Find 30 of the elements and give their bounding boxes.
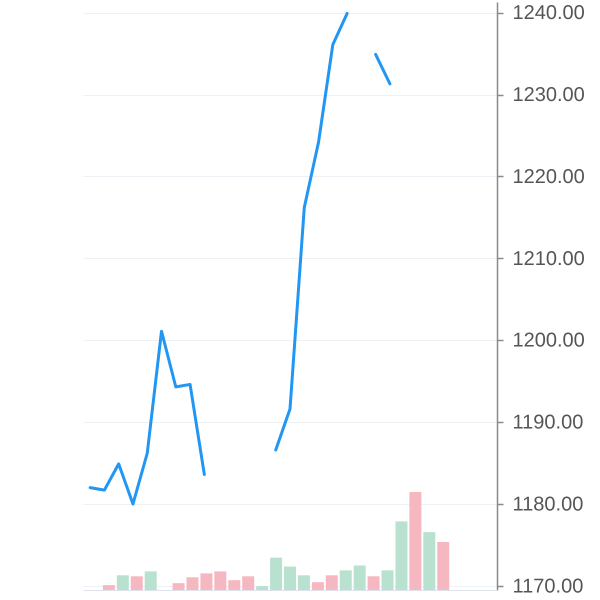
bar — [256, 586, 268, 590]
bar — [144, 571, 157, 590]
bar — [326, 575, 338, 590]
bar — [368, 576, 380, 590]
bar — [214, 571, 226, 590]
y-tick-label: 1170.00 — [512, 575, 584, 598]
y-tick-label: 1180.00 — [512, 494, 584, 516]
y-tick-label: 1190.00 — [512, 412, 584, 434]
bar — [172, 583, 185, 590]
bar — [200, 573, 212, 590]
bar — [395, 521, 408, 590]
bar — [340, 570, 352, 590]
y-tick-label: 1240.00 — [512, 2, 585, 24]
bar — [102, 585, 115, 590]
bar — [130, 576, 143, 590]
bar — [186, 577, 198, 590]
y-tick-label: 1210.00 — [512, 248, 585, 270]
y-tick-label: 1200.00 — [512, 330, 585, 352]
bar — [437, 542, 450, 590]
bar — [116, 575, 129, 590]
y-tick-label: 1220.00 — [512, 166, 585, 188]
bar — [270, 558, 282, 590]
bar — [298, 575, 310, 590]
bar — [423, 532, 436, 590]
bar — [354, 565, 366, 590]
bar — [409, 492, 422, 590]
bar — [382, 570, 394, 590]
bar — [284, 566, 296, 590]
y-tick-label: 1230.00 — [512, 84, 585, 106]
bar — [312, 582, 324, 590]
